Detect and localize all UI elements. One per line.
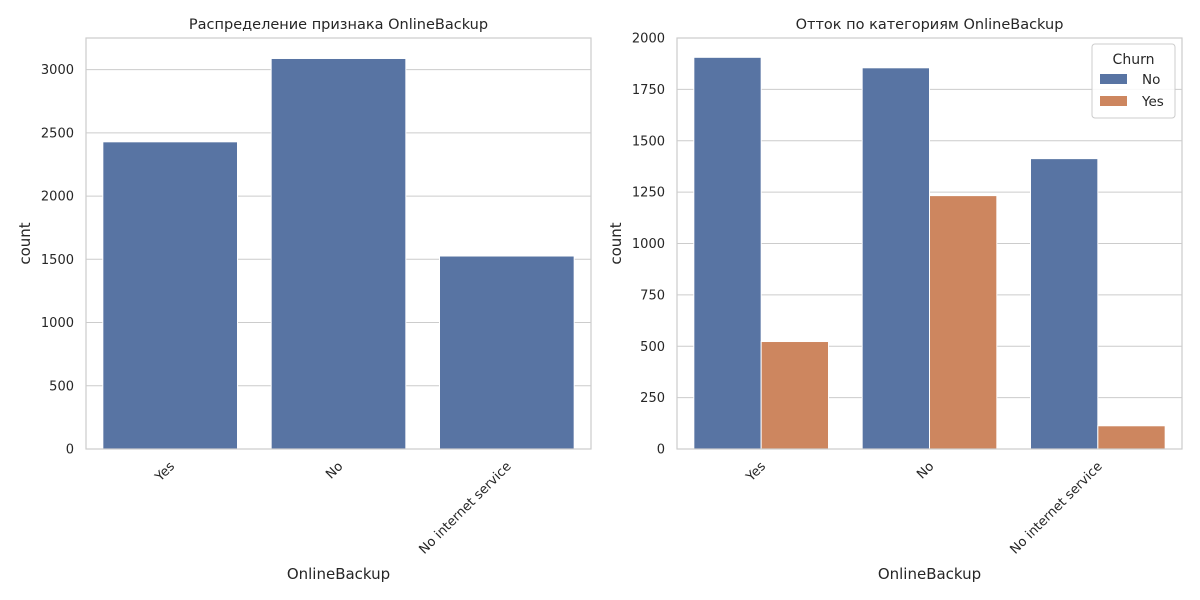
chart2-x-tick-no: No — [914, 459, 937, 482]
chart2-bar-no-internet-service-yes — [1097, 425, 1166, 450]
chart2-x-axis-label: OnlineBackup — [878, 565, 981, 583]
chart2-y-tick-1000: 1000 — [632, 237, 665, 252]
chart1-frame — [85, 37, 592, 450]
chart2-bar-no-no — [861, 67, 931, 450]
chart-count-distribution: 0 500 1000 1500 2000 2500 3000 Yes No No interne… — [16, 17, 592, 583]
chart2-frame — [676, 37, 1183, 450]
chart1-bar-yes — [102, 141, 239, 450]
chart-churn-by-category: 0 250 500 750 1000 1250 1500 1750 2000 Yes No No i… — [607, 17, 1183, 583]
chart2-bar-no-internet-service-no — [1030, 158, 1099, 450]
legend-title: Churn — [1113, 52, 1155, 68]
chart1-y-tick-500: 500 — [49, 379, 74, 394]
chart1-y-axis-label: count — [16, 222, 34, 264]
legend-swatch-no — [1100, 74, 1127, 84]
chart1-x-ticks: Yes No No internet service — [152, 459, 515, 557]
chart2-y-tick-2000: 2000 — [632, 32, 665, 47]
chart1-y-ticks: 0 500 1000 1500 2000 2500 3000 — [41, 63, 74, 457]
chart2-bar-yes-no — [693, 56, 762, 450]
chart2-x-tick-yes: Yes — [743, 459, 769, 485]
chart2-y-axis-label: count — [607, 222, 625, 264]
chart2-bar-no-yes — [929, 195, 998, 450]
chart2-y-tick-500: 500 — [640, 340, 665, 355]
chart2-title: Отток по категориям OnlineBackup — [796, 17, 1064, 33]
chart1-y-tick-1000: 1000 — [41, 316, 74, 331]
chart1-title: Распределение признака OnlineBackup — [189, 17, 488, 33]
chart2-x-tick-no-internet-service: No internet service — [1007, 459, 1105, 557]
chart1-y-tick-1500: 1500 — [41, 253, 74, 268]
chart2-legend: Churn No Yes — [1091, 43, 1176, 119]
chart2-bars — [693, 56, 1166, 450]
chart1-y-tick-3000: 3000 — [41, 63, 74, 78]
legend-label-no: No — [1142, 72, 1160, 88]
legend-swatch-yes — [1100, 96, 1127, 106]
chart2-y-tick-1750: 1750 — [632, 83, 665, 98]
chart1-x-axis-label: OnlineBackup — [287, 565, 390, 583]
chart1-bar-no — [270, 57, 407, 450]
chart1-bars — [102, 57, 575, 450]
chart2-y-tick-1500: 1500 — [632, 134, 665, 149]
chart1-x-tick-yes: Yes — [152, 459, 178, 485]
chart1-y-tick-0: 0 — [66, 443, 74, 458]
chart1-x-tick-no: No — [323, 459, 346, 482]
chart2-y-tick-250: 250 — [640, 391, 665, 406]
chart1-y-tick-2500: 2500 — [41, 126, 74, 141]
chart2-y-tick-1250: 1250 — [632, 186, 665, 201]
chart1-x-tick-no-internet-service: No internet service — [416, 459, 514, 557]
chart2-y-ticks: 0 250 500 750 1000 1250 1500 1750 2000 — [632, 32, 665, 458]
chart2-bar-yes-yes — [760, 341, 830, 450]
legend-label-yes: Yes — [1141, 94, 1164, 110]
chart2-y-tick-750: 750 — [640, 288, 665, 303]
chart2-x-ticks: Yes No No internet service — [743, 459, 1106, 557]
chart2-y-tick-0: 0 — [657, 443, 665, 458]
chart1-y-tick-2000: 2000 — [41, 190, 74, 205]
chart1-bar-no-internet-service — [439, 255, 575, 450]
